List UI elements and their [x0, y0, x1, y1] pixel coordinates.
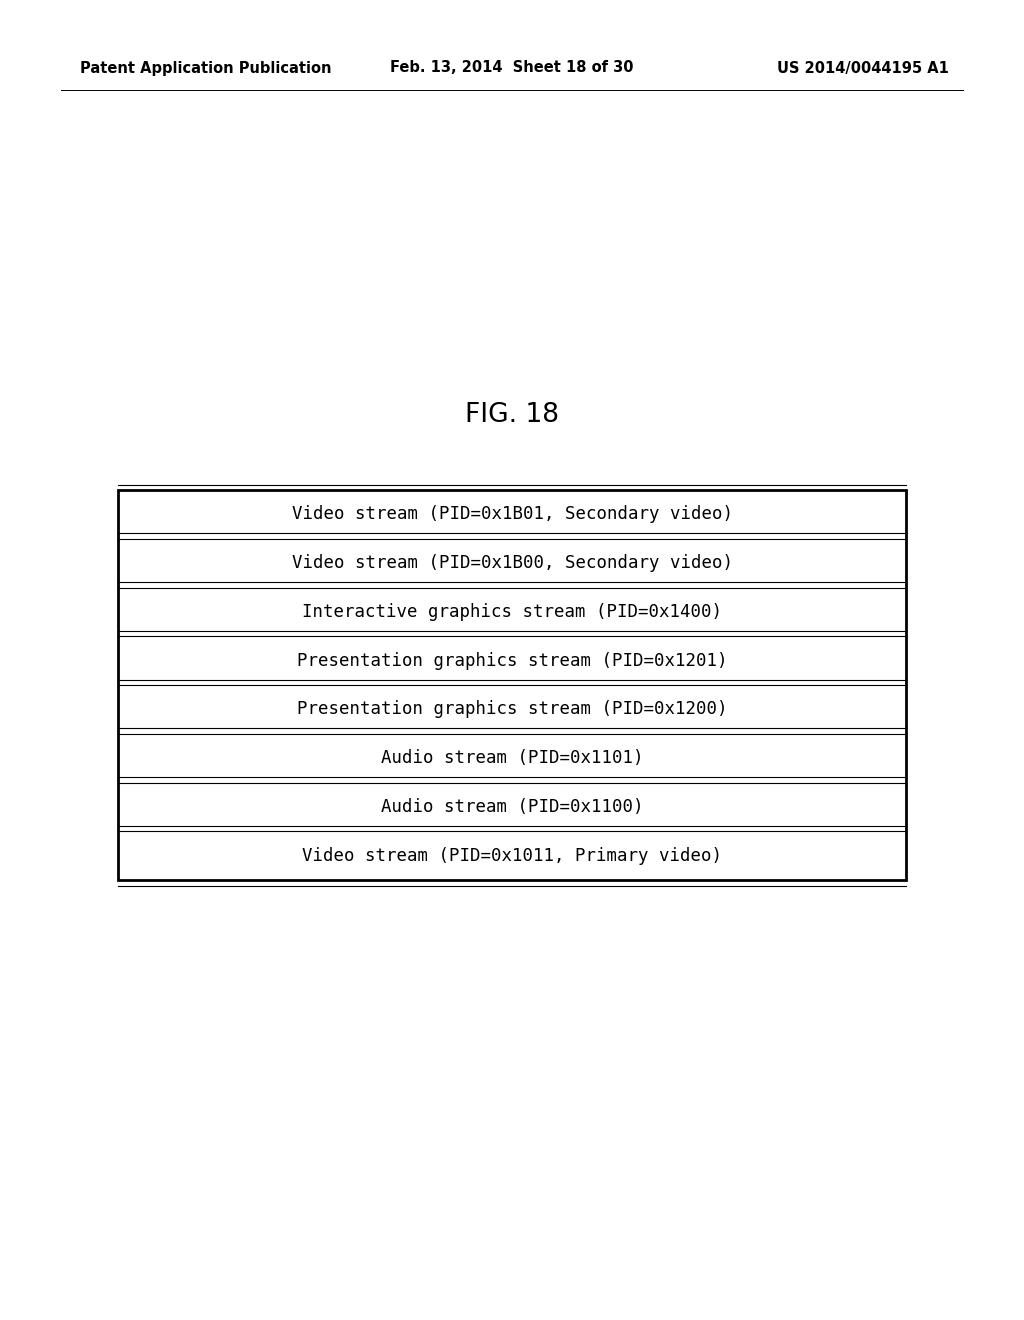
Text: FIG. 18: FIG. 18 — [465, 403, 559, 428]
Text: Audio stream (PID=0x1101): Audio stream (PID=0x1101) — [381, 750, 643, 767]
Text: Presentation graphics stream (PID=0x1200): Presentation graphics stream (PID=0x1200… — [297, 701, 727, 718]
Text: Video stream (PID=0x1B01, Secondary video): Video stream (PID=0x1B01, Secondary vide… — [292, 506, 732, 523]
Text: Feb. 13, 2014  Sheet 18 of 30: Feb. 13, 2014 Sheet 18 of 30 — [390, 61, 634, 75]
Text: Interactive graphics stream (PID=0x1400): Interactive graphics stream (PID=0x1400) — [302, 603, 722, 620]
Text: Patent Application Publication: Patent Application Publication — [80, 61, 332, 75]
Bar — [118, 490, 906, 880]
Text: Audio stream (PID=0x1100): Audio stream (PID=0x1100) — [381, 797, 643, 816]
Text: Video stream (PID=0x1B00, Secondary video): Video stream (PID=0x1B00, Secondary vide… — [292, 554, 732, 572]
Text: Presentation graphics stream (PID=0x1201): Presentation graphics stream (PID=0x1201… — [297, 652, 727, 669]
Text: Video stream (PID=0x1011, Primary video): Video stream (PID=0x1011, Primary video) — [302, 846, 722, 865]
Text: US 2014/0044195 A1: US 2014/0044195 A1 — [777, 61, 949, 75]
